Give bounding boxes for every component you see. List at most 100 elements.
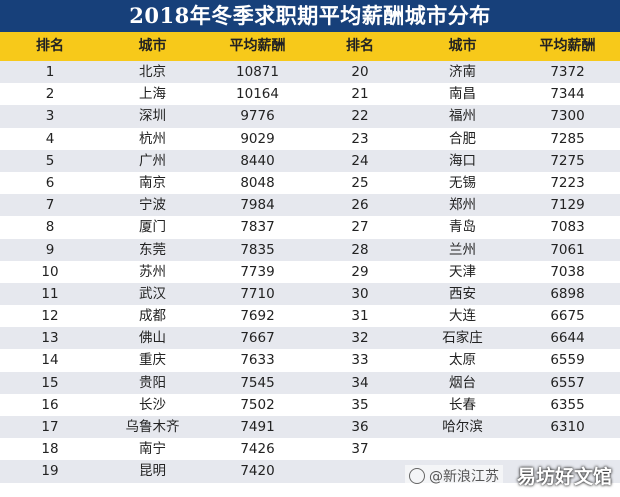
- table-title: 2018年冬季求职期平均薪酬城市分布: [0, 0, 620, 32]
- cell-pay-right: [515, 438, 620, 460]
- cell-pay-left: 7739: [240, 263, 275, 280]
- cell-pay-left: 7633: [240, 352, 275, 369]
- cell-pay-left: 7710: [240, 285, 275, 302]
- cell-pay-right: 7038: [550, 263, 585, 280]
- header-rank-left: 排名: [36, 38, 64, 54]
- table-row: 5 广州 8440 24 海口 7275: [0, 149, 620, 172]
- cell-city-left: 成都: [139, 308, 166, 325]
- cell-city-right: 青岛: [449, 219, 476, 236]
- cell-pay-left: 9776: [240, 108, 275, 125]
- table-row: 4 杭州 9029 23 合肥 7285: [0, 127, 620, 150]
- cell-rank-left: 19: [41, 463, 59, 480]
- cell-pay-left: 7667: [240, 330, 275, 347]
- cell-city-left: 上海: [139, 86, 166, 103]
- cell-city-left: 宁波: [139, 197, 166, 214]
- table-row: 6 南京 8048 25 无锡 7223: [0, 171, 620, 195]
- cell-pay-left: 8048: [240, 174, 275, 191]
- table-row: 12 成都 7692 31 大连 6675: [0, 305, 620, 328]
- cell-city-right: 郑州: [449, 197, 476, 214]
- cell-city-right: 天津: [449, 263, 476, 280]
- cell-pay-left: 7426: [240, 441, 275, 458]
- cell-rank-right: 37: [351, 441, 369, 458]
- cell-pay-right: 7223: [550, 174, 585, 191]
- table-row: 8 厦门 7837 27 青岛 7083: [0, 216, 620, 239]
- cell-city-left: 南宁: [139, 441, 166, 458]
- cell-city-right: 合肥: [449, 130, 476, 147]
- cell-rank-left: 4: [45, 130, 55, 147]
- cell-city-left: 重庆: [139, 352, 166, 369]
- cell-rank-left: 13: [41, 330, 59, 347]
- header-pay-right: 平均薪酬: [539, 38, 596, 54]
- cell-city-right: 大连: [449, 308, 476, 325]
- weibo-watermark-text: @新浪江苏: [428, 468, 499, 485]
- cell-pay-right: 7344: [550, 86, 585, 103]
- cell-city-right: 济南: [449, 64, 476, 80]
- cell-rank-right: 34: [351, 374, 369, 391]
- cell-city-left: 贵阳: [139, 374, 166, 391]
- cell-city-right: 海口: [449, 152, 476, 169]
- cell-rank-right: 23: [351, 130, 369, 147]
- cell-pay-right: 7275: [550, 152, 585, 169]
- cell-city-left: 东莞: [139, 241, 166, 258]
- cell-pay-right: 6644: [550, 330, 585, 347]
- table-row: 18 南宁 7426 37: [0, 438, 620, 461]
- cell-city-left: 乌鲁木齐: [125, 419, 180, 435]
- cell-rank-right: 24: [351, 152, 369, 169]
- cell-rank-left: 9: [45, 241, 55, 258]
- table-row: 9 东莞 7835 28 兰州 7061: [0, 238, 620, 261]
- cell-rank-left: 2: [45, 86, 55, 103]
- cell-rank-right: 21: [351, 86, 369, 103]
- header-pay-left: 平均薪酬: [229, 38, 286, 54]
- cell-city-right: 兰州: [449, 241, 476, 258]
- cell-city-left: 武汉: [139, 285, 166, 302]
- cell-city-left: 苏州: [139, 263, 166, 280]
- cell-rank-right: 30: [351, 285, 369, 302]
- cell-rank-left: 12: [41, 308, 59, 325]
- cell-city-right: 西安: [449, 285, 476, 302]
- weibo-icon: [408, 467, 425, 484]
- cell-rank-right: 22: [351, 108, 369, 125]
- cell-rank-right: 28: [351, 241, 369, 258]
- cell-pay-right: 7061: [550, 241, 585, 258]
- table-row: 16 长沙 7502 35 长春 6355: [0, 393, 620, 416]
- cell-pay-left: 7491: [240, 419, 275, 435]
- header-city-right: 城市: [448, 38, 477, 54]
- cell-rank-right: 31: [351, 308, 369, 325]
- cell-rank-right: 36: [351, 419, 369, 435]
- cell-rank-left: 3: [45, 108, 55, 125]
- cell-city-left: 深圳: [139, 108, 166, 125]
- cell-rank-right: 20: [351, 64, 369, 80]
- cell-pay-left: 7502: [240, 396, 275, 413]
- table-row: 15 贵阳 7545 34 烟台 6557: [0, 371, 620, 394]
- cell-rank-left: 14: [41, 352, 59, 369]
- cell-pay-right: 7129: [550, 197, 585, 214]
- cell-city-right: 南昌: [449, 86, 476, 103]
- cell-pay-right: 6675: [550, 308, 585, 325]
- cell-city-left: 长沙: [139, 396, 166, 413]
- cell-city-right: 长春: [449, 396, 476, 413]
- cell-pay-right: 6557: [550, 374, 585, 391]
- cell-city-left: 昆明: [139, 463, 166, 480]
- cell-pay-left: 10164: [236, 86, 279, 103]
- cell-pay-left: 7692: [240, 308, 275, 325]
- cell-rank-right: 25: [351, 174, 369, 191]
- cell-city-left: 北京: [139, 64, 166, 80]
- cell-pay-left: 10871: [236, 64, 279, 80]
- weibo-watermark: @新浪江苏: [404, 464, 503, 487]
- cell-city-right: 太原: [449, 352, 476, 369]
- cell-city-right: [410, 438, 515, 460]
- cell-rank-left: 17: [41, 419, 59, 435]
- cell-city-right: 福州: [449, 108, 476, 125]
- cell-rank-left: 16: [41, 396, 59, 413]
- cell-rank-left: 8: [45, 219, 55, 236]
- cell-city-left: 南京: [139, 174, 166, 191]
- table-row: 10 苏州 7739 29 天津 7038: [0, 260, 620, 283]
- cell-rank-left: 18: [41, 441, 59, 458]
- cell-rank-left: 11: [41, 285, 59, 302]
- cell-pay-right: 7285: [550, 130, 585, 147]
- table-row: 17 乌鲁木齐 7491 36 哈尔滨 6310: [0, 416, 620, 439]
- table-row: 1 北京 10871 20 济南 7372: [0, 61, 620, 84]
- table-row: 3 深圳 9776 22 福州 7300: [0, 105, 620, 128]
- cell-rank-left: 7: [45, 197, 55, 214]
